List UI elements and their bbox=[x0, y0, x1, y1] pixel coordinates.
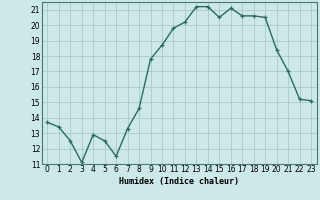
X-axis label: Humidex (Indice chaleur): Humidex (Indice chaleur) bbox=[119, 177, 239, 186]
